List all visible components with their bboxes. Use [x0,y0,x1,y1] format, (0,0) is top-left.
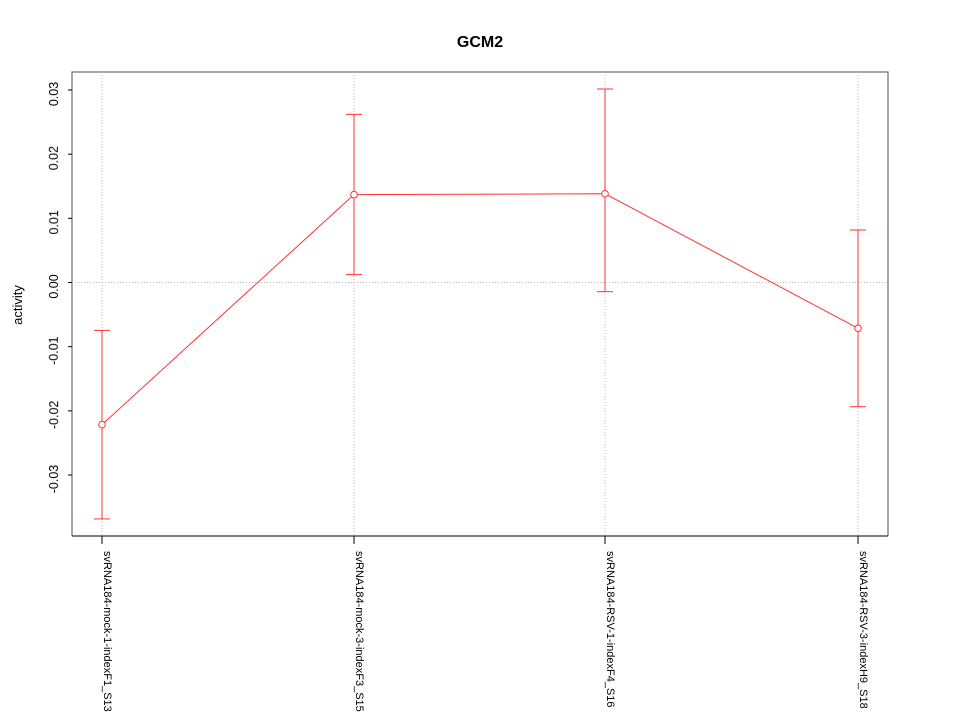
svg-text:svRNA184-mock-1-indexF1_S13: svRNA184-mock-1-indexF1_S13 [101,551,113,712]
svg-text:-0.01: -0.01 [47,336,61,365]
svg-text:GCM2: GCM2 [457,34,503,51]
svg-text:-0.02: -0.02 [47,401,61,430]
svg-text:svRNA184-RSV-1-indexF4_S16: svRNA184-RSV-1-indexF4_S16 [604,551,616,708]
svg-text:-0.03: -0.03 [47,465,61,494]
svg-text:0.03: 0.03 [47,82,61,106]
svg-text:0.02: 0.02 [47,146,61,170]
svg-text:0.00: 0.00 [47,274,61,298]
svg-text:0.01: 0.01 [47,210,61,234]
svg-text:activity: activity [10,285,25,325]
svg-text:svRNA184-mock-3-indexF3_S15: svRNA184-mock-3-indexF3_S15 [353,551,365,712]
svg-text:svRNA184-RSV-3-indexH9_S18: svRNA184-RSV-3-indexH9_S18 [857,551,869,709]
